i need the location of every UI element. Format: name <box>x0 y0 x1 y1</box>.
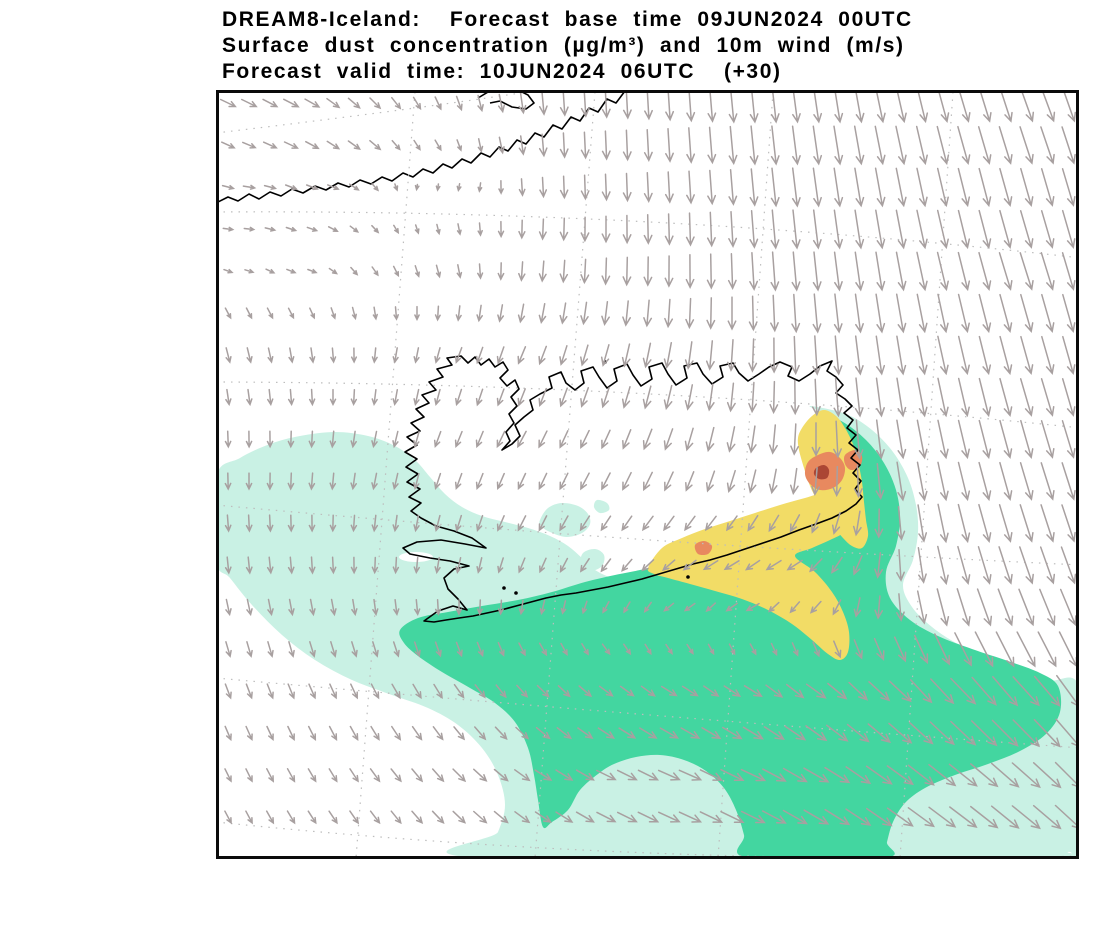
parallel-line <box>219 821 1076 856</box>
map-canvas <box>219 93 1076 856</box>
coastline-iceland <box>402 355 863 623</box>
clear-notch <box>399 552 433 562</box>
meridian-line <box>355 93 416 856</box>
dust-patch-level1 <box>580 548 605 572</box>
forecast-title-line2: Surface dust concentration (µg/m³) and 1… <box>222 34 905 57</box>
wind-vector-arrows <box>219 93 1076 830</box>
dust-area-level2 <box>399 413 1062 856</box>
coastline-greenland <box>219 93 625 203</box>
coastline-greenland-hook <box>477 93 535 110</box>
map-frame <box>216 90 1079 859</box>
island-dot <box>514 591 518 595</box>
footer: SEEVCCC 20 1252550100200400800 <box>0 860 1107 950</box>
meridian-line <box>899 93 954 856</box>
island-dot <box>686 575 690 579</box>
wind-arrows-layer <box>219 93 1076 830</box>
dust-colorbar: 1252550100200400800 <box>0 860 1107 950</box>
island-dot <box>502 586 506 590</box>
parallel-line <box>219 93 525 134</box>
forecast-title-line1: DREAM8-Iceland: Forecast base time 09JUN… <box>222 8 913 31</box>
dust-patch-level1 <box>593 499 610 514</box>
dust-concentration-layer <box>219 406 1076 856</box>
forecast-title-line3: Forecast valid time: 10JUN2024 06UTC (+3… <box>222 60 782 83</box>
dust-area-level5 <box>647 492 855 661</box>
parallel-line <box>219 504 1076 566</box>
parallel-line <box>219 677 1076 749</box>
dust-patch-level25 <box>694 540 713 556</box>
meridian-line <box>717 93 774 856</box>
